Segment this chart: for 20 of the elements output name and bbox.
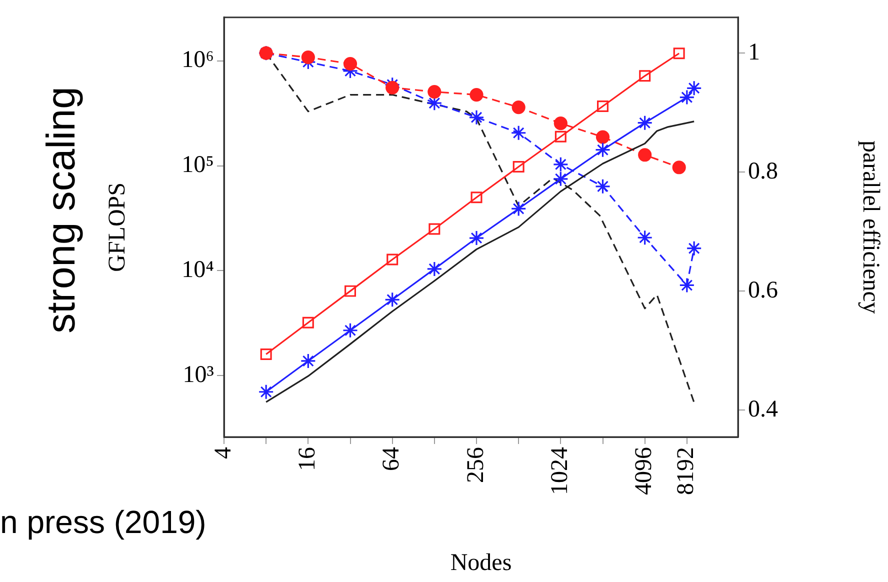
y2-tick-label: 0.6 [748, 277, 778, 304]
y-tick-label: 10⁵ [182, 152, 214, 178]
x-tick-label: 4096 [631, 447, 658, 495]
x-tick-label: 4 [210, 447, 236, 459]
text: n press (2019) [0, 504, 206, 540]
y2-tick-label: 1 [748, 39, 760, 66]
y-tick-label: 10⁶ [182, 47, 214, 74]
text: strong scaling [39, 86, 84, 334]
y2-tick-label: 0.4 [748, 396, 778, 423]
x-axis-title: Nodes [450, 550, 512, 576]
y-tick-label: 10⁴ [182, 257, 214, 284]
x-tick-label: 16 [294, 447, 320, 471]
x-tick-label: 8192 [673, 447, 700, 495]
y-tick-label: 10³ [182, 362, 214, 388]
x-tick-label: 256 [462, 447, 489, 483]
x-tick-label: 64 [378, 447, 405, 471]
x-tick-label: 1024 [546, 447, 573, 495]
y-axis-title: GFLOPS [104, 182, 131, 272]
y2-axis-title: parallel efficiency [857, 140, 884, 314]
y2-tick-label: 0.8 [748, 158, 778, 184]
